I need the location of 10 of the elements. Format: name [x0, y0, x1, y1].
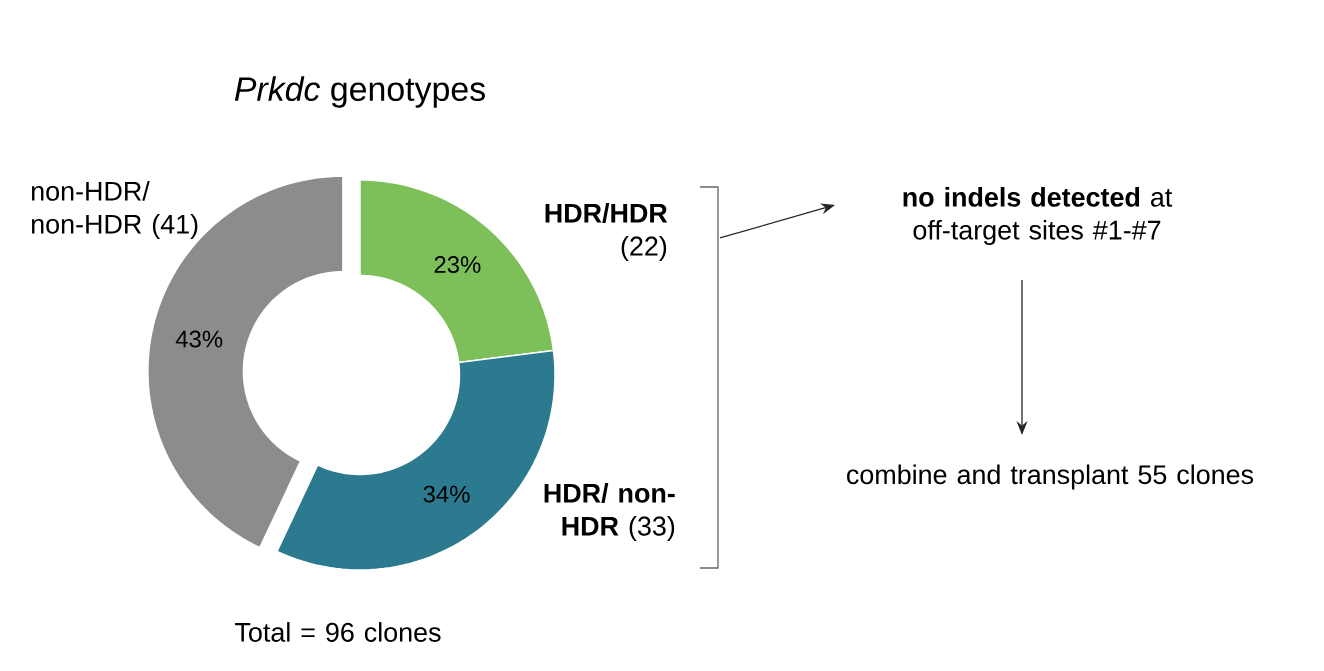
text: no indels detected at off-target sites #1-#7: [903, 187, 1173, 245]
data-label: 43%: [175, 330, 223, 348]
slice-label: non-HDR/ non-HDR (41): [31, 181, 198, 239]
data-label: 23%: [434, 256, 481, 274]
text: combine and transplant 55 clones: [847, 464, 1254, 490]
text: Total = 96 clones: [235, 622, 441, 642]
data-label: 34%: [423, 485, 470, 503]
slice-label: HDR/HDR (22): [545, 203, 668, 261]
chart-title: Prkdc genotypes: [234, 76, 485, 108]
slice-label: HDR/ non-HDR (33): [544, 483, 675, 541]
